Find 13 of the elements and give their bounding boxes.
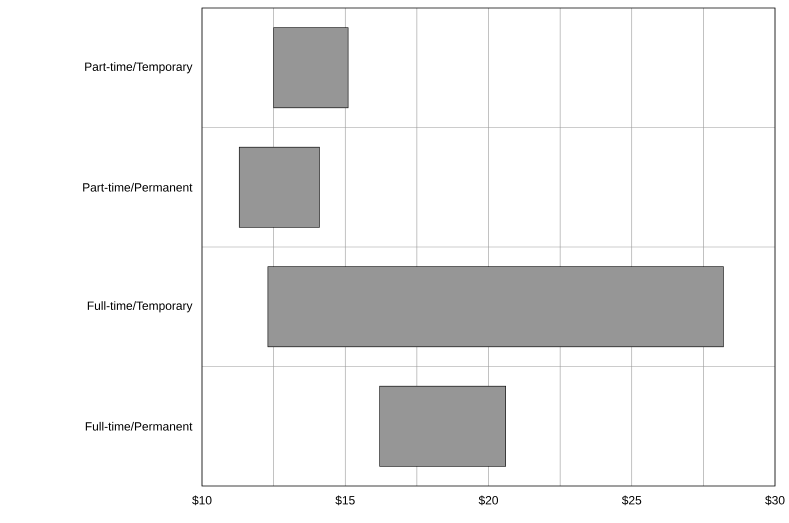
bar <box>379 386 506 467</box>
bar <box>273 27 348 108</box>
y-tick-label: Full-time/Permanent <box>86 422 192 431</box>
x-tick-label: $15 <box>335 496 355 506</box>
bar <box>238 146 320 228</box>
y-tick-label: Part-time/Permanent <box>83 182 192 192</box>
y-tick-label: Part-time/Temporary <box>85 62 192 74</box>
bar <box>268 266 724 348</box>
x-tick-label: $30 <box>765 496 785 506</box>
x-tick-label: $10 <box>192 496 212 506</box>
y-tick-label: Full-time/Temporary <box>88 301 192 312</box>
x-tick-label: $25 <box>622 496 642 506</box>
x-tick-label: $20 <box>478 496 498 506</box>
